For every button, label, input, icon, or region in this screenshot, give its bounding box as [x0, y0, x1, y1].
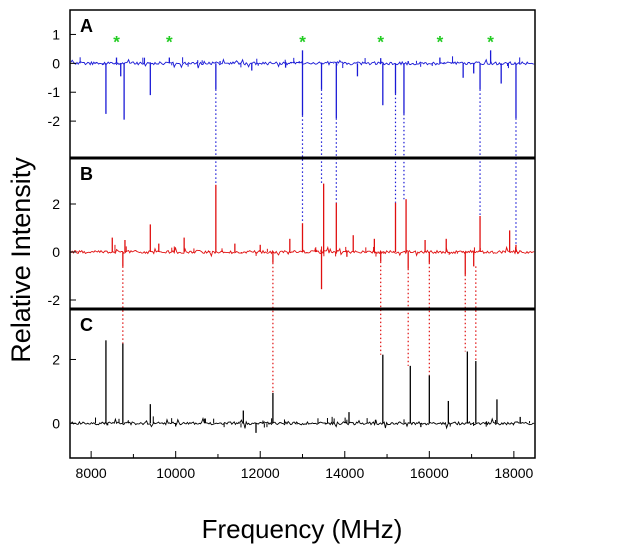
x-axis-title: Frequency (MHz): [202, 514, 403, 544]
star-marker: *: [299, 32, 306, 51]
y-tick-label: 1: [52, 26, 60, 42]
panel-label-A: A: [80, 16, 93, 36]
star-marker: *: [113, 32, 120, 51]
x-tick-label: 14000: [325, 465, 364, 481]
y-tick-label: -1: [48, 84, 61, 100]
baseline-trace-C: [70, 417, 535, 430]
panel-A: * * * * * * A 1 0 -1 -2: [48, 16, 535, 129]
baseline-trace-B: [70, 245, 535, 258]
star-marker: *: [377, 32, 384, 51]
y-tick-label: 2: [52, 351, 60, 367]
panel-label-C: C: [80, 315, 93, 335]
y-tick-label: 0: [52, 55, 60, 71]
panel-B: B 2 0 -2: [48, 164, 535, 308]
y-tick-label: 2: [52, 196, 60, 212]
x-tick-label: 12000: [241, 465, 280, 481]
y-tick-label: 0: [52, 415, 60, 431]
connector-lines: [122, 89, 517, 393]
y-tick-label: -2: [48, 292, 61, 308]
x-tick-label: 8000: [76, 465, 107, 481]
x-axis: 8000 10000 12000 14000 16000 18000: [76, 451, 534, 481]
x-tick-label: 10000: [156, 465, 195, 481]
x-tick-label: 18000: [494, 465, 533, 481]
y-tick-label: -2: [48, 113, 61, 129]
panel-C: C 2 0: [52, 315, 535, 433]
panel-label-B: B: [80, 164, 93, 184]
panels-group: * * * * * * A 1 0 -1 -2 B 2 0 -2 C 2 0: [48, 16, 535, 433]
y-axis-title: Relative Intensity: [6, 157, 36, 363]
y-tick-label: 0: [52, 244, 60, 260]
star-marker: *: [166, 32, 173, 51]
star-marker: *: [437, 32, 444, 51]
star-marker: *: [487, 32, 494, 51]
x-tick-label: 16000: [410, 465, 449, 481]
